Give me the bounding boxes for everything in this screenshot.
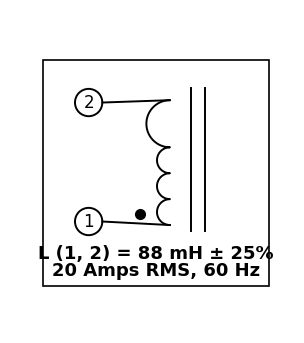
Text: 1: 1 (83, 213, 94, 230)
Text: 20 Amps RMS, 60 Hz: 20 Amps RMS, 60 Hz (52, 262, 260, 280)
Text: 2: 2 (83, 94, 94, 111)
Text: L (1, 2) = 88 mH ± 25%: L (1, 2) = 88 mH ± 25% (38, 246, 274, 263)
